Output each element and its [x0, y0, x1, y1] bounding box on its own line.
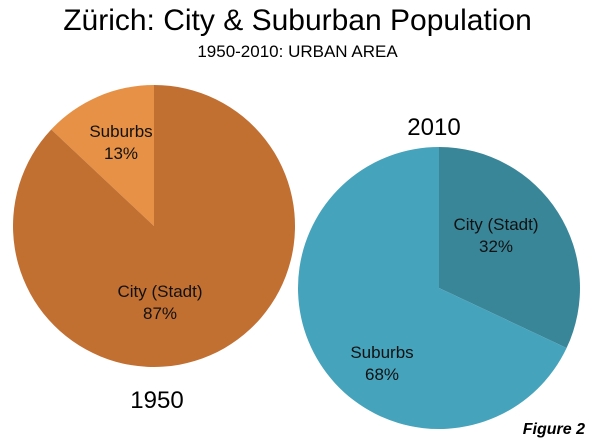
pie-1950: Suburbs 13% City (Stadt) 87% 1950 [13, 85, 296, 414]
label-2010-city-name: City (Stadt) [453, 215, 538, 234]
chart-subtitle: 1950-2010: URBAN AREA [197, 42, 398, 61]
label-1950-city-name: City (Stadt) [117, 282, 202, 301]
label-2010-suburbs-value: 68% [365, 365, 399, 384]
pie-1950-title: 1950 [130, 387, 183, 414]
label-1950-city-value: 87% [143, 304, 177, 323]
chart-title: Zürich: City & Suburban Population [63, 4, 532, 37]
pie-2010-title: 2010 [407, 114, 460, 141]
label-1950-suburbs-name: Suburbs [89, 122, 152, 141]
label-1950-suburbs-value: 13% [104, 144, 138, 163]
figure-label: Figure 2 [522, 421, 585, 438]
slice-1950-city [13, 85, 296, 367]
pie-2010: City (Stadt) 32% Suburbs 68% 2010 [297, 114, 580, 429]
slice-2010-city [439, 147, 580, 349]
label-2010-suburbs-name: Suburbs [350, 343, 413, 362]
slice-2010-suburbs [297, 147, 567, 429]
label-2010-city-value: 32% [479, 237, 513, 256]
slice-1950-suburbs [51, 85, 154, 226]
